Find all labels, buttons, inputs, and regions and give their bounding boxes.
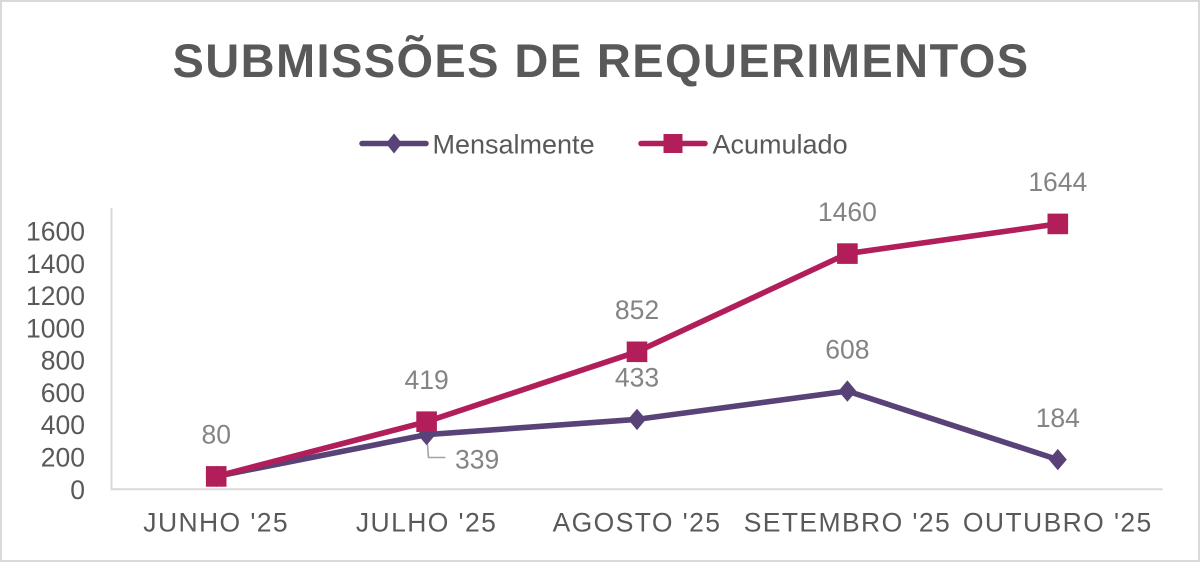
svg-text:JULHO '25: JULHO '25 (356, 508, 497, 538)
svg-text:433: 433 (615, 363, 659, 393)
svg-text:600: 600 (41, 378, 85, 408)
svg-text:339: 339 (455, 445, 499, 475)
svg-text:1200: 1200 (26, 281, 85, 311)
svg-text:608: 608 (825, 334, 869, 364)
svg-text:0: 0 (70, 475, 85, 505)
svg-text:JUNHO '25: JUNHO '25 (143, 508, 289, 538)
svg-text:OUTUBRO '25: OUTUBRO '25 (963, 508, 1153, 538)
svg-text:1600: 1600 (26, 217, 85, 247)
svg-text:SETEMBRO '25: SETEMBRO '25 (744, 508, 951, 538)
svg-text:184: 184 (1036, 403, 1080, 433)
svg-text:Mensalmente: Mensalmente (433, 130, 595, 160)
svg-text:852: 852 (615, 295, 659, 325)
svg-text:SUBMISSÕES DE REQUERIMENTOS: SUBMISSÕES DE REQUERIMENTOS (173, 34, 1030, 87)
svg-text:200: 200 (41, 443, 85, 473)
svg-text:Acumulado: Acumulado (713, 130, 848, 160)
svg-text:1644: 1644 (1028, 167, 1087, 197)
svg-text:400: 400 (41, 410, 85, 440)
svg-text:80: 80 (201, 420, 230, 450)
svg-text:800: 800 (41, 346, 85, 376)
svg-text:AGOSTO '25: AGOSTO '25 (553, 508, 722, 538)
svg-text:419: 419 (404, 365, 448, 395)
svg-text:1400: 1400 (26, 249, 85, 279)
svg-text:1000: 1000 (26, 313, 85, 343)
svg-text:1460: 1460 (818, 197, 877, 227)
